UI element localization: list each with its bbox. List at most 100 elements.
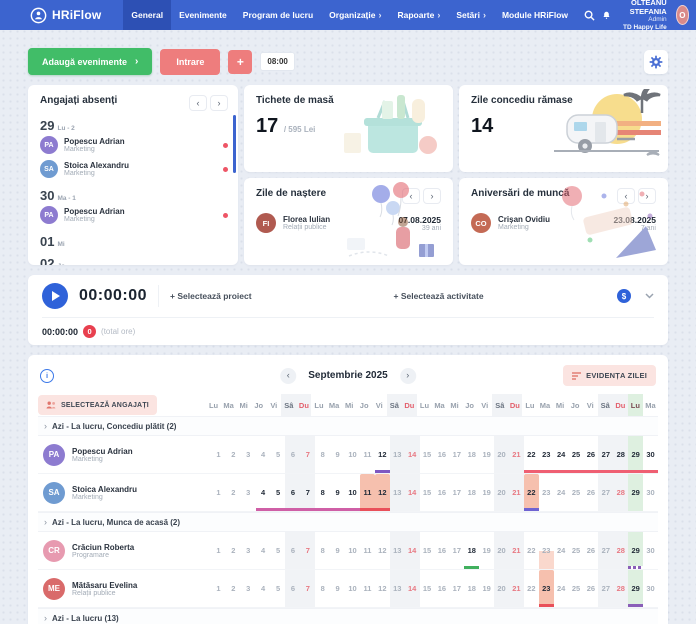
day-cell[interactable]: 25 (569, 532, 584, 569)
select-activity-button[interactable]: + Selectează activitate (393, 291, 484, 301)
day-cell[interactable]: 16 (434, 532, 449, 569)
day-cell[interactable]: 7 (300, 532, 316, 569)
day-cell[interactable]: 18 (464, 532, 480, 569)
add-events-button[interactable]: Adaugă evenimente › (28, 48, 153, 75)
day-cell[interactable]: 3 (241, 474, 256, 511)
absent-person-row[interactable]: PA Popescu Adrian Marketing (40, 133, 228, 157)
day-cell[interactable]: 18 (464, 436, 479, 473)
day-cell[interactable]: 22 (524, 570, 539, 607)
day-cell[interactable]: 3 (241, 570, 256, 607)
day-cell[interactable]: 15 (420, 474, 435, 511)
day-cell[interactable]: 14 (404, 532, 420, 569)
day-cell[interactable]: 22 (523, 436, 539, 473)
schedule-time-chip[interactable]: 08:00 (260, 52, 295, 71)
clock-in-button[interactable]: Intrare (160, 48, 221, 75)
day-cell[interactable]: 13 (389, 570, 405, 607)
day-cell[interactable]: 29 (628, 570, 644, 607)
day-cell[interactable]: 30 (643, 436, 658, 473)
day-cell[interactable]: 17 (449, 474, 464, 511)
bell-icon[interactable] (603, 9, 610, 21)
day-cell[interactable]: 19 (479, 532, 494, 569)
day-cell[interactable]: 1 (211, 570, 226, 607)
nav-item-set-ri[interactable]: Setări › (448, 0, 494, 30)
day-cell[interactable]: 2 (226, 532, 241, 569)
calendar-group-row[interactable]: › Azi - La lucru, Concediu plătit (2) (38, 416, 658, 436)
day-cell[interactable]: 20 (494, 570, 509, 607)
day-cell[interactable]: 26 (583, 532, 598, 569)
day-cell[interactable]: 20 (494, 532, 509, 569)
day-cell[interactable]: 25 (568, 436, 584, 473)
day-cell[interactable]: 7 (300, 474, 316, 511)
employee-cell[interactable]: CR Crăciun Roberta Programare (38, 532, 211, 569)
day-cell[interactable]: 9 (330, 436, 345, 473)
user-avatar[interactable]: O (675, 5, 690, 25)
nav-item-module-hriflow[interactable]: Module HRiFlow (494, 0, 576, 30)
day-cell[interactable]: 25 (569, 474, 584, 511)
day-cell[interactable]: 5 (271, 532, 286, 569)
day-cell[interactable]: 12 (375, 570, 390, 607)
user-menu[interactable]: OLTEANU STEFANIA Admin TD Happy Life (619, 0, 667, 33)
day-cell[interactable]: 6 (285, 474, 301, 511)
calendar-group-row[interactable]: › Azi - La lucru, Munca de acasă (2) (38, 512, 658, 532)
nav-item-general[interactable]: General (123, 0, 172, 30)
absent-person-row[interactable]: PA Popescu Adrian Marketing (40, 203, 228, 227)
day-cell[interactable]: 5 (270, 474, 286, 511)
day-cell[interactable]: 3 (241, 532, 256, 569)
day-cell[interactable]: 22 (523, 474, 539, 511)
day-cell[interactable]: 16 (434, 474, 449, 511)
prev-button[interactable]: ‹ (617, 188, 635, 204)
prev-month-button[interactable]: ‹ (280, 367, 297, 384)
day-cell[interactable]: 17 (449, 436, 464, 473)
day-cell[interactable]: 9 (330, 474, 346, 511)
day-cell[interactable]: 6 (285, 570, 301, 607)
day-cell[interactable]: 29 (628, 532, 644, 569)
billable-icon[interactable]: $ (617, 289, 632, 303)
day-cell[interactable]: 10 (345, 436, 360, 473)
day-cell[interactable]: 23 (539, 474, 554, 511)
day-cell[interactable]: 30 (643, 474, 658, 511)
day-cell[interactable]: 22 (524, 532, 539, 569)
day-cell[interactable]: 9 (330, 570, 345, 607)
day-cell[interactable]: 8 (315, 474, 331, 511)
day-cell[interactable]: 23 (538, 570, 554, 607)
next-button[interactable]: › (423, 188, 441, 204)
day-cell[interactable]: 11 (359, 474, 375, 511)
day-cell[interactable]: 15 (420, 570, 435, 607)
employee-cell[interactable]: PA Popescu Adrian Marketing (38, 436, 211, 473)
day-cell[interactable]: 12 (374, 474, 390, 511)
employee-cell[interactable]: SA Stoica Alexandru Marketing (38, 474, 211, 511)
day-cell[interactable]: 10 (345, 570, 360, 607)
day-cell[interactable]: 21 (508, 474, 524, 511)
day-cell[interactable]: 11 (360, 570, 375, 607)
next-month-button[interactable]: › (399, 367, 416, 384)
day-cell[interactable]: 27 (598, 436, 614, 473)
day-cell[interactable]: 10 (345, 532, 360, 569)
day-cell[interactable]: 1 (211, 436, 226, 473)
day-cell[interactable]: 8 (315, 436, 330, 473)
employee-cell[interactable]: ME Mătăsaru Evelina Relații publice (38, 570, 211, 607)
day-cell[interactable]: 13 (389, 436, 405, 473)
day-cell[interactable]: 24 (553, 436, 569, 473)
day-cell[interactable]: 28 (613, 474, 629, 511)
day-cell[interactable]: 16 (434, 570, 449, 607)
day-cell[interactable]: 18 (464, 570, 479, 607)
day-cell[interactable]: 13 (389, 474, 405, 511)
day-cell[interactable]: 19 (479, 570, 494, 607)
start-timer-button[interactable] (42, 283, 68, 309)
day-cell[interactable]: 23 (538, 532, 554, 569)
day-cell[interactable]: 7 (300, 436, 316, 473)
expand-timer-button[interactable] (645, 293, 654, 299)
day-cell[interactable]: 27 (598, 532, 614, 569)
brand-logo[interactable]: HRiFlow (30, 0, 101, 30)
day-cell[interactable]: 3 (241, 436, 256, 473)
day-cell[interactable]: 2 (226, 474, 241, 511)
day-cell[interactable]: 4 (256, 436, 271, 473)
nav-item-evenimente[interactable]: Evenimente (171, 0, 235, 30)
day-cell[interactable]: 29 (628, 436, 644, 473)
dashboard-settings-button[interactable] (644, 49, 668, 74)
scrollbar[interactable] (233, 115, 236, 173)
day-cell[interactable]: 19 (479, 436, 494, 473)
search-button[interactable] (576, 0, 603, 30)
day-cell[interactable]: 13 (389, 532, 405, 569)
day-cell[interactable]: 10 (345, 474, 360, 511)
